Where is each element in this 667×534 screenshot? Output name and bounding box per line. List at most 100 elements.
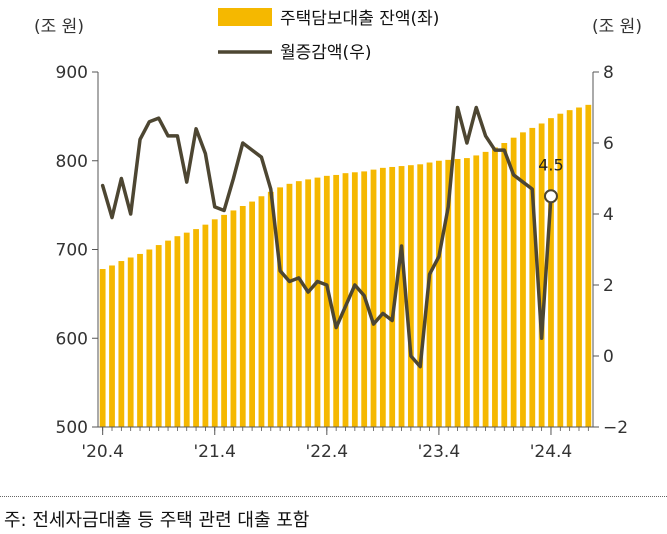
- axes: 900 800 700 600 500 8 6 4 2 0 −2 '20.4 '21.4 '22.4 '23…: [56, 63, 629, 462]
- bar: [211, 219, 218, 427]
- line-point: [494, 149, 496, 151]
- line-point: [307, 291, 309, 293]
- right-tick-label: 4: [603, 205, 614, 225]
- x-tick-label: '20.4: [81, 442, 124, 462]
- line-point: [354, 284, 356, 286]
- bar: [258, 196, 265, 427]
- bar: [249, 201, 255, 427]
- bar: [323, 175, 330, 427]
- bar: [379, 167, 386, 427]
- x-tick-label: '22.4: [306, 442, 349, 462]
- bar: [333, 174, 340, 427]
- bar: [118, 261, 125, 427]
- line-point: [438, 255, 440, 258]
- left-tick-label: 600: [56, 329, 88, 349]
- bar: [286, 183, 293, 427]
- line-point: [335, 326, 337, 329]
- x-tick-label: '24.4: [530, 442, 573, 462]
- bar: [221, 214, 227, 427]
- line-point: [213, 206, 216, 208]
- bar: [314, 177, 321, 427]
- bar: [510, 137, 517, 427]
- line-point: [139, 138, 141, 141]
- bar: [501, 143, 508, 427]
- bar: [417, 164, 424, 428]
- bar: [445, 159, 452, 428]
- line-point: [400, 245, 403, 247]
- line-point: [410, 355, 412, 357]
- line-point: [101, 184, 104, 187]
- line-point: [447, 206, 450, 208]
- right-axis-unit: (조 원): [592, 17, 642, 37]
- line-point: [120, 177, 123, 180]
- bar-series: [99, 104, 592, 428]
- bar: [155, 245, 162, 427]
- line-point: [298, 277, 300, 279]
- annotation-label: 4.5: [538, 155, 563, 174]
- bar: [127, 257, 134, 427]
- annotation: 4.5: [538, 155, 564, 204]
- bar: [370, 169, 377, 428]
- footnote: 주: 전세자금대출 등 주택 관련 대출 포함: [4, 510, 310, 531]
- bar: [492, 147, 498, 427]
- line-point: [223, 209, 225, 212]
- line-point: [111, 216, 113, 219]
- line-point: [232, 177, 235, 180]
- line-point: [372, 323, 375, 325]
- bar: [529, 127, 536, 427]
- line-point: [419, 365, 422, 368]
- bar: [239, 206, 246, 427]
- line-point: [129, 213, 132, 215]
- right-tick-label: −2: [603, 418, 628, 438]
- line-point: [503, 149, 506, 151]
- right-tick-label: 2: [603, 276, 614, 296]
- footnote-separator: [0, 496, 667, 497]
- bar: [538, 123, 545, 427]
- line-point: [456, 106, 459, 109]
- left-tick-label: 900: [56, 63, 88, 83]
- line-point: [428, 273, 431, 276]
- legend-line-label: 월증감액(우): [280, 43, 371, 63]
- bar: [193, 229, 199, 427]
- left-tick-label: 500: [56, 418, 88, 438]
- line-point: [251, 149, 253, 151]
- line-point: [512, 174, 515, 176]
- bar: [230, 210, 237, 427]
- bar: [548, 118, 554, 428]
- bar: [351, 172, 358, 427]
- bar: [426, 162, 433, 427]
- line-point: [326, 284, 328, 286]
- bar: [473, 155, 480, 427]
- bar: [520, 132, 526, 427]
- line-point: [176, 135, 179, 137]
- line-point: [522, 181, 524, 183]
- right-tick-label: 8: [603, 63, 614, 83]
- bar: [295, 181, 302, 427]
- bar: [557, 113, 564, 428]
- bar: [398, 166, 405, 427]
- x-tick-label: '21.4: [193, 442, 236, 462]
- line-point: [279, 270, 281, 272]
- bar: [464, 158, 470, 427]
- bar: [305, 179, 312, 427]
- line-point: [540, 337, 543, 340]
- line-point: [391, 319, 394, 322]
- line-point: [195, 128, 197, 130]
- line-point: [260, 156, 263, 158]
- bar: [585, 104, 592, 427]
- line-point: [484, 135, 487, 137]
- right-tick-label: 6: [603, 134, 614, 154]
- legend-bar-swatch: [218, 8, 272, 26]
- x-tick-label: '23.4: [418, 442, 461, 462]
- bar: [183, 232, 190, 427]
- right-tick-label: 0: [603, 347, 614, 367]
- bar: [277, 187, 284, 427]
- line-point: [288, 280, 291, 283]
- bar: [389, 166, 396, 427]
- left-tick-label: 800: [56, 152, 88, 172]
- bar: [576, 107, 582, 427]
- left-tick-label: 700: [56, 241, 88, 261]
- bar: [407, 165, 414, 427]
- line-point: [363, 294, 365, 297]
- line-point: [475, 106, 478, 109]
